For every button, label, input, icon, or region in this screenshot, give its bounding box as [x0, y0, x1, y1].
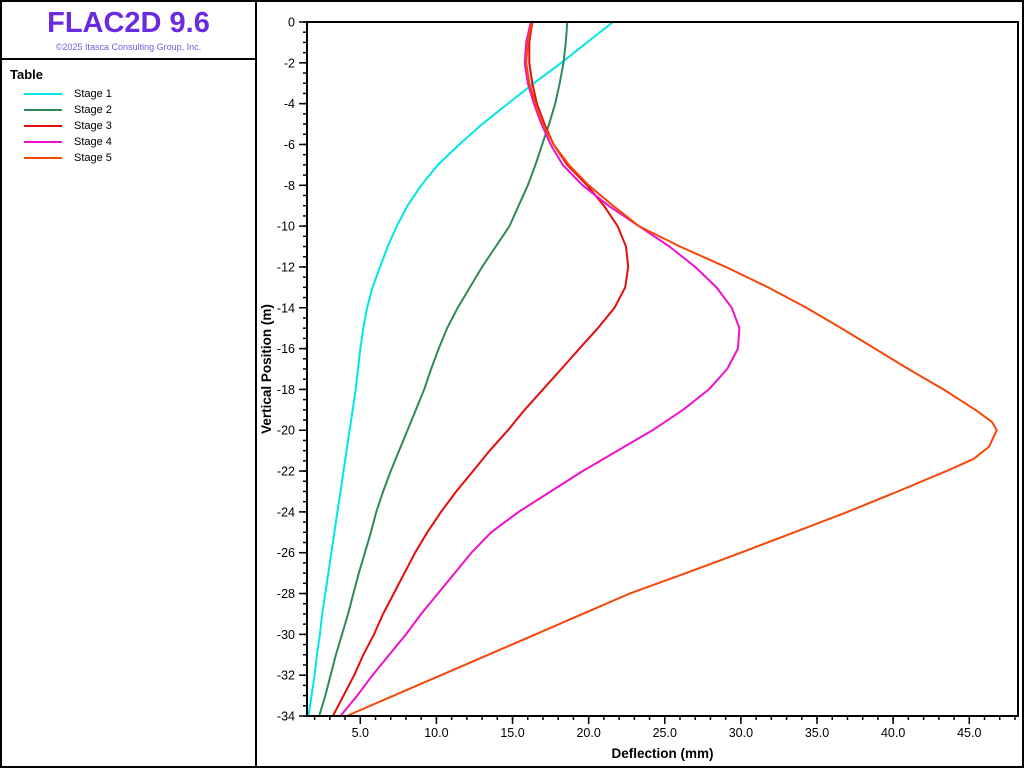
y-tick-label: -34 [277, 710, 295, 724]
legend-label-2: Stage 2 [74, 104, 112, 116]
y-axis-title: Vertical Position (m) [259, 304, 274, 434]
x-tick-label: 15.0 [500, 726, 524, 740]
legend-label-3: Stage 3 [74, 120, 112, 132]
legend-item-2: Stage 2 [2, 102, 255, 118]
y-tick-label: -28 [277, 587, 295, 601]
chart-area: 5.0 10.0 15.0 20.0 25.0 30.0 35.0 40.0 45.0 0 -2 -4… [257, 2, 1022, 766]
x-tick-label: 5.0 [352, 726, 369, 740]
series-line-stage-2 [318, 21, 569, 717]
legend-swatch-2 [24, 109, 62, 111]
y-tick-label: -18 [277, 383, 295, 397]
y-tick-label: -16 [277, 342, 295, 356]
x-axis-title: Deflection (mm) [611, 746, 713, 761]
series-line-stage-5 [345, 21, 998, 717]
legend-label-4: Stage 4 [74, 136, 112, 148]
x-tick-label: 35.0 [805, 726, 829, 740]
x-tick-label: 45.0 [957, 726, 981, 740]
y-tick-label: 0 [288, 16, 295, 30]
legend-item-3: Stage 3 [2, 118, 255, 134]
y-tick-label: -30 [277, 628, 295, 642]
y-tick-label: -22 [277, 465, 295, 479]
y-tick-label: -4 [284, 97, 295, 111]
y-tick-label: -8 [284, 179, 295, 193]
y-tick-label: -14 [277, 301, 295, 315]
y-tick-label: -10 [277, 220, 295, 234]
legend-item-5: Stage 5 [2, 150, 255, 166]
series-line-stage-4 [339, 21, 741, 717]
legend-swatch-5 [24, 157, 62, 159]
y-tick-label: -12 [277, 260, 295, 274]
sidebar: FLAC2D 9.6 ©2025 Itasca Consulting Group… [2, 2, 257, 766]
x-tick-label: 25.0 [653, 726, 677, 740]
y-tick-label: -20 [277, 424, 295, 438]
y-tick-label: -32 [277, 669, 295, 683]
legend: Stage 1 Stage 2 Stage 3 Stage 4 Stage 5 [2, 86, 255, 166]
copyright-text: ©2025 Itasca Consulting Group, Inc. [55, 42, 202, 52]
x-tick-label: 20.0 [576, 726, 600, 740]
legend-label-1: Stage 1 [74, 88, 112, 100]
series-line-stage-1 [307, 21, 614, 717]
app-title: FLAC2D 9.6 [47, 7, 210, 39]
legend-swatch-1 [24, 93, 62, 95]
y-tick-label: -26 [277, 546, 295, 560]
y-tick-label: -6 [284, 138, 295, 152]
legend-item-1: Stage 1 [2, 86, 255, 102]
x-tick-label: 10.0 [424, 726, 448, 740]
legend-title: Table [10, 67, 43, 82]
legend-item-4: Stage 4 [2, 134, 255, 150]
x-tick-label: 30.0 [729, 726, 753, 740]
y-tick-label: -24 [277, 505, 295, 519]
legend-swatch-4 [24, 141, 62, 143]
y-tick-label: -2 [284, 56, 295, 70]
legend-swatch-3 [24, 125, 62, 127]
sidebar-divider [2, 58, 255, 60]
x-tick-label: 40.0 [881, 726, 905, 740]
plot-border [306, 21, 1019, 717]
deflection-chart[interactable]: 5.0 10.0 15.0 20.0 25.0 30.0 35.0 40.0 45.0 0 -2 -4… [257, 2, 1022, 766]
legend-label-5: Stage 5 [74, 152, 112, 164]
